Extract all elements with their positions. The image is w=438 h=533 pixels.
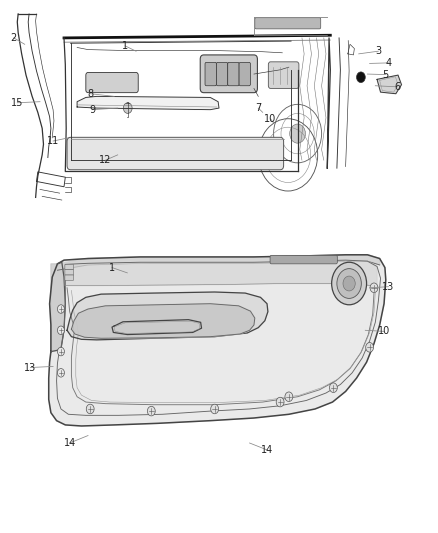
FancyBboxPatch shape: [268, 62, 299, 88]
Text: 12: 12: [99, 155, 112, 165]
FancyBboxPatch shape: [67, 138, 284, 169]
FancyBboxPatch shape: [65, 275, 74, 280]
Circle shape: [329, 383, 337, 392]
Circle shape: [124, 103, 132, 114]
Text: 10: 10: [378, 326, 390, 336]
Circle shape: [86, 404, 94, 414]
FancyBboxPatch shape: [65, 264, 74, 270]
FancyBboxPatch shape: [216, 62, 228, 86]
Circle shape: [285, 392, 293, 401]
Circle shape: [57, 348, 64, 356]
FancyBboxPatch shape: [65, 270, 74, 275]
Text: 8: 8: [87, 88, 93, 99]
FancyBboxPatch shape: [270, 255, 337, 264]
FancyBboxPatch shape: [205, 62, 216, 86]
Text: 15: 15: [11, 98, 24, 108]
Polygon shape: [51, 262, 65, 352]
Text: 10: 10: [265, 114, 277, 124]
Circle shape: [357, 72, 365, 83]
Text: 3: 3: [375, 46, 381, 56]
Text: 4: 4: [385, 58, 392, 68]
Polygon shape: [57, 255, 380, 270]
Text: 6: 6: [394, 82, 400, 92]
Circle shape: [332, 262, 367, 305]
Polygon shape: [77, 96, 219, 110]
Circle shape: [276, 397, 284, 407]
FancyBboxPatch shape: [228, 62, 239, 86]
Polygon shape: [377, 75, 402, 94]
Text: 2: 2: [11, 33, 17, 43]
Circle shape: [343, 276, 355, 291]
Polygon shape: [49, 255, 386, 426]
Circle shape: [337, 269, 361, 298]
Polygon shape: [67, 292, 268, 340]
Polygon shape: [112, 320, 201, 335]
Circle shape: [57, 326, 64, 335]
Polygon shape: [65, 260, 377, 287]
Text: 13: 13: [24, 362, 36, 373]
Text: 9: 9: [89, 104, 95, 115]
Text: 7: 7: [255, 103, 261, 113]
Circle shape: [211, 404, 219, 414]
Circle shape: [290, 124, 305, 143]
FancyBboxPatch shape: [86, 72, 138, 93]
Circle shape: [370, 283, 378, 293]
Circle shape: [366, 343, 374, 352]
Text: 14: 14: [64, 438, 76, 448]
Text: 1: 1: [122, 41, 128, 51]
Text: 13: 13: [382, 282, 395, 292]
Circle shape: [57, 305, 64, 313]
Text: 11: 11: [47, 136, 59, 146]
Text: 14: 14: [261, 445, 273, 455]
Polygon shape: [71, 304, 255, 338]
Text: 5: 5: [383, 70, 389, 79]
Text: 1: 1: [109, 263, 115, 272]
FancyBboxPatch shape: [255, 18, 321, 29]
FancyBboxPatch shape: [239, 62, 251, 86]
Circle shape: [148, 406, 155, 416]
FancyBboxPatch shape: [200, 55, 258, 93]
Circle shape: [57, 368, 64, 377]
